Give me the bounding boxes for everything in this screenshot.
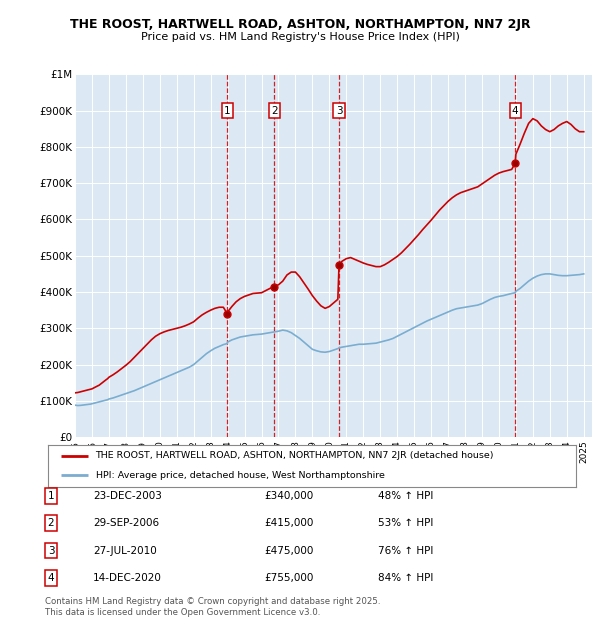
Text: HPI: Average price, detached house, West Northamptonshire: HPI: Average price, detached house, West… xyxy=(95,471,385,480)
Text: 84% ↑ HPI: 84% ↑ HPI xyxy=(378,573,433,583)
Text: £415,000: £415,000 xyxy=(264,518,313,528)
Text: 76% ↑ HPI: 76% ↑ HPI xyxy=(378,546,433,556)
Text: 14-DEC-2020: 14-DEC-2020 xyxy=(93,573,162,583)
Text: 23-DEC-2003: 23-DEC-2003 xyxy=(93,491,162,501)
Text: £475,000: £475,000 xyxy=(264,546,313,556)
Text: Contains HM Land Registry data © Crown copyright and database right 2025.
This d: Contains HM Land Registry data © Crown c… xyxy=(45,598,380,617)
Text: 1: 1 xyxy=(224,105,230,116)
Text: 4: 4 xyxy=(47,573,55,583)
Text: 53% ↑ HPI: 53% ↑ HPI xyxy=(378,518,433,528)
Text: THE ROOST, HARTWELL ROAD, ASHTON, NORTHAMPTON, NN7 2JR: THE ROOST, HARTWELL ROAD, ASHTON, NORTHA… xyxy=(70,19,530,31)
Text: 1: 1 xyxy=(47,491,55,501)
Text: £755,000: £755,000 xyxy=(264,573,313,583)
Text: 3: 3 xyxy=(47,546,55,556)
Text: 4: 4 xyxy=(512,105,518,116)
Text: 3: 3 xyxy=(336,105,343,116)
Text: 48% ↑ HPI: 48% ↑ HPI xyxy=(378,491,433,501)
Text: Price paid vs. HM Land Registry's House Price Index (HPI): Price paid vs. HM Land Registry's House … xyxy=(140,32,460,42)
Text: 2: 2 xyxy=(271,105,278,116)
Text: 2: 2 xyxy=(47,518,55,528)
Text: THE ROOST, HARTWELL ROAD, ASHTON, NORTHAMPTON, NN7 2JR (detached house): THE ROOST, HARTWELL ROAD, ASHTON, NORTHA… xyxy=(95,451,494,461)
Text: 27-JUL-2010: 27-JUL-2010 xyxy=(93,546,157,556)
Text: 29-SEP-2006: 29-SEP-2006 xyxy=(93,518,159,528)
Text: £340,000: £340,000 xyxy=(264,491,313,501)
